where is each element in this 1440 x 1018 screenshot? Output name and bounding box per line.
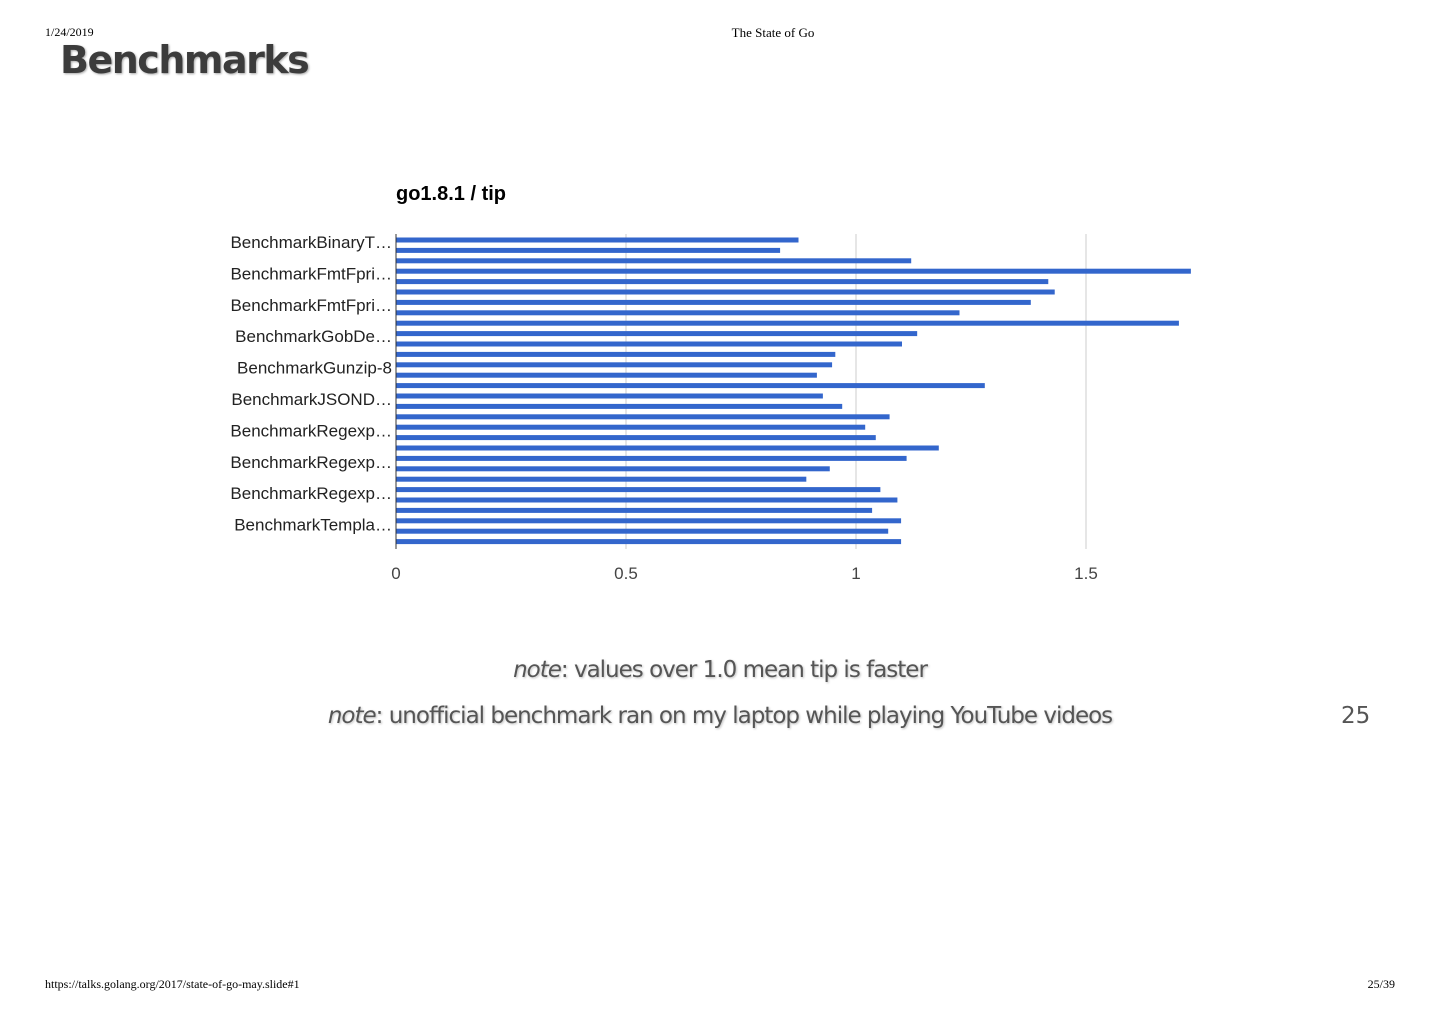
bar-19 bbox=[396, 435, 876, 441]
x-tick-label-1: 0.5 bbox=[614, 564, 638, 583]
chart-title: go1.8.1 / tip bbox=[396, 183, 506, 205]
category-label-7: BenchmarkRegexp… bbox=[230, 453, 392, 472]
bar-18 bbox=[396, 424, 866, 430]
bar-2 bbox=[396, 258, 912, 264]
bar-20 bbox=[396, 445, 939, 451]
bar-16 bbox=[396, 403, 843, 409]
print-page-number: 25/39 bbox=[1367, 977, 1395, 991]
bar-9 bbox=[396, 331, 918, 337]
x-tick-label-2: 1 bbox=[851, 564, 860, 583]
note-prefix: note bbox=[513, 657, 562, 683]
bar-27 bbox=[396, 518, 902, 524]
bar-11 bbox=[396, 351, 836, 357]
bar-3 bbox=[396, 268, 1191, 274]
slide-title: Benchmarks bbox=[60, 38, 310, 82]
bar-1 bbox=[396, 247, 781, 253]
note-prefix: note bbox=[327, 703, 377, 729]
note-values-meaning: note: values over 1.0 mean tip is faster bbox=[0, 657, 1440, 683]
bar-14 bbox=[396, 383, 985, 389]
chart-bars bbox=[395, 234, 1191, 549]
category-label-1: BenchmarkFmtFpri… bbox=[230, 264, 392, 283]
benchmark-chart: go1.8.1 / tip BenchmarkBinaryT…Benchmark… bbox=[230, 183, 1191, 583]
print-url: https://talks.golang.org/2017/state-of-g… bbox=[45, 977, 300, 991]
category-label-6: BenchmarkRegexp… bbox=[230, 421, 392, 440]
bar-22 bbox=[396, 466, 830, 472]
bar-29 bbox=[396, 539, 902, 545]
chart-gridlines bbox=[625, 234, 1087, 549]
x-tick-label-3: 1.5 bbox=[1074, 564, 1098, 583]
bar-6 bbox=[396, 299, 1031, 305]
note-text: : values over 1.0 mean tip is faster bbox=[560, 657, 928, 683]
category-label-0: BenchmarkBinaryT… bbox=[230, 233, 392, 252]
x-tick-label-0: 0 bbox=[391, 564, 400, 583]
bar-0 bbox=[396, 237, 799, 243]
bar-21 bbox=[396, 455, 907, 461]
bar-24 bbox=[396, 487, 881, 493]
bar-26 bbox=[396, 507, 873, 513]
chart-category-labels: BenchmarkBinaryT… BenchmarkFmtFpri… Benchm… bbox=[230, 233, 392, 535]
bar-23 bbox=[396, 476, 807, 482]
bar-10 bbox=[396, 341, 902, 347]
bar-12 bbox=[396, 362, 833, 368]
note-text: : unofficial benchmark ran on my laptop … bbox=[375, 703, 1113, 729]
slide-number: 25 bbox=[1341, 703, 1371, 729]
bar-8 bbox=[396, 320, 1179, 326]
category-label-5: BenchmarkJSOND… bbox=[231, 390, 392, 409]
bar-28 bbox=[396, 528, 889, 534]
bar-17 bbox=[396, 414, 890, 420]
category-label-3: BenchmarkGobDe… bbox=[235, 327, 392, 346]
bar-4 bbox=[396, 279, 1049, 285]
print-date: 1/24/2019 bbox=[45, 25, 94, 39]
category-label-2: BenchmarkFmtFpri… bbox=[230, 296, 392, 315]
category-label-9: BenchmarkTempla… bbox=[234, 516, 392, 535]
bar-25 bbox=[396, 497, 898, 503]
chart-x-tick-labels: 0 0.5 1 1.5 bbox=[391, 564, 1098, 583]
note-unofficial-benchmark: note: unofficial benchmark ran on my lap… bbox=[0, 703, 1440, 729]
category-label-4: BenchmarkGunzip-8 bbox=[237, 359, 392, 378]
bar-15 bbox=[396, 393, 823, 399]
bar-13 bbox=[396, 372, 817, 378]
print-document-title: The State of Go bbox=[731, 25, 815, 40]
bar-7 bbox=[396, 310, 960, 316]
bar-5 bbox=[396, 289, 1055, 295]
category-label-8: BenchmarkRegexp… bbox=[230, 484, 392, 503]
